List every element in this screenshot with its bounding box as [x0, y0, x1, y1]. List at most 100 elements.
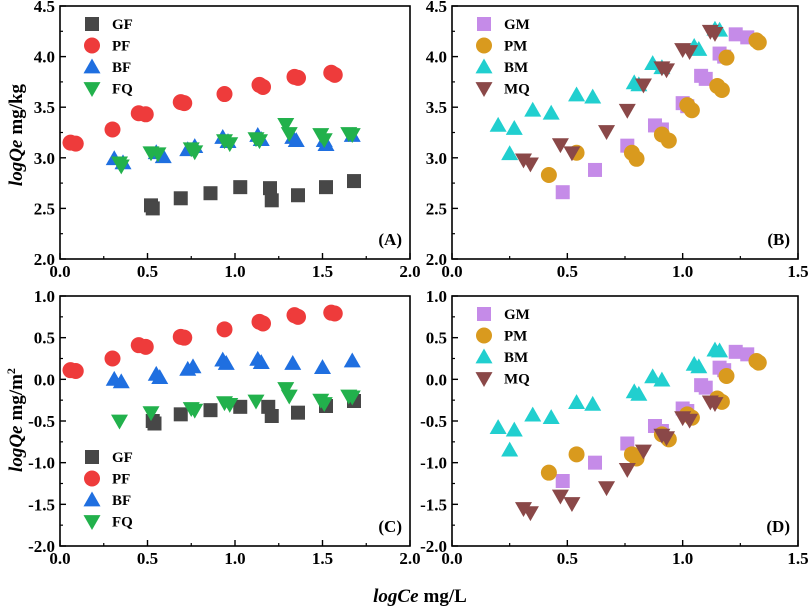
legend-marker-bf	[83, 58, 101, 74]
x-tick-label-2: 1.0	[224, 549, 245, 568]
y-axis-label-top: logQe mg/kg	[6, 83, 27, 186]
x-tick-label-2: 1.0	[672, 549, 693, 568]
legend-label-mq: MQ	[504, 82, 530, 98]
point-fq-13	[315, 133, 333, 149]
point-bm-1	[501, 441, 519, 457]
point-mq-5	[618, 462, 636, 478]
legend-marker-mq	[475, 372, 493, 387]
y-tick-label-2: 3.0	[426, 149, 447, 168]
point-fq-11	[280, 127, 298, 143]
y-tick-label-1: 2.5	[426, 199, 447, 218]
point-gf-6	[264, 409, 279, 423]
legend-marker-pf	[84, 37, 100, 54]
point-pm-1	[568, 446, 585, 463]
point-bm-8	[630, 385, 648, 401]
y-tick-label-5: 0.5	[426, 329, 447, 348]
x-tick-label-1: 0.5	[557, 262, 578, 281]
point-mq-1	[521, 157, 539, 173]
point-fq-3	[186, 403, 204, 419]
legend-label-pf: PF	[112, 472, 130, 488]
x-tick-label-2: 1.0	[672, 262, 693, 281]
point-gf-2	[173, 191, 188, 206]
x-tick-label-1: 0.5	[557, 549, 578, 568]
point-bm-9	[644, 368, 662, 384]
point-bm-10	[653, 371, 671, 387]
point-mq-12	[706, 397, 724, 412]
point-pf-4	[137, 106, 154, 123]
point-bf-5	[184, 358, 202, 374]
point-mq-3	[563, 146, 581, 162]
x-tick-label-3: 1.5	[787, 549, 808, 568]
panels-group: 0.0 0.5 1.0 1.5 2.0 2.0 2.5 3.0 3.5 4.0 4.5 (A) GF PF…	[28, 0, 809, 568]
point-pf-7	[216, 86, 233, 103]
y-label-bottom-unit: mg/m	[6, 374, 27, 421]
point-pf-1	[67, 135, 84, 152]
point-pf-13	[326, 305, 343, 322]
point-gm-11	[728, 27, 743, 42]
point-mq-8	[658, 63, 676, 79]
x-tick-label-2: 1.0	[224, 262, 245, 281]
point-gf-5	[263, 181, 277, 196]
legend-label-gm: GM	[504, 307, 530, 323]
point-fq-10	[315, 397, 333, 412]
y-tick-label-3: -0.5	[28, 412, 55, 431]
point-fq-12	[343, 390, 361, 406]
point-bm-3	[524, 101, 542, 117]
point-pm-12	[750, 354, 767, 371]
point-gf-7	[291, 188, 305, 203]
legend-label-fq: FQ	[112, 515, 133, 531]
y-label-bottom-prefix: logQe	[6, 425, 27, 472]
point-pm-9	[713, 81, 730, 98]
x-axis-label: logCe mg/L	[373, 586, 467, 607]
x-tick-label-1: 0.5	[137, 549, 158, 568]
y-tick-label-0: 2.0	[34, 250, 55, 269]
x-tick-label-0: 0.0	[49, 262, 70, 281]
legend-marker-gm	[477, 307, 491, 321]
point-mq-10	[681, 413, 699, 429]
point-gf-1	[145, 201, 160, 216]
point-gf-3	[203, 186, 218, 201]
y-tick-label-3: -0.5	[420, 412, 447, 431]
point-pm-0	[540, 464, 557, 481]
point-bm-4	[542, 409, 560, 425]
x-tick-label-0: 0.0	[441, 549, 462, 568]
panel-label-c: (C)	[378, 517, 402, 536]
point-bm-6	[584, 88, 602, 104]
y-tick-label-4: 0.0	[34, 370, 55, 389]
point-mq-2	[551, 489, 569, 505]
point-fq-1	[112, 159, 130, 175]
legend-marker-mq	[475, 82, 493, 97]
legend-marker-pf	[84, 470, 100, 487]
y-label-top-prefix: logQe	[6, 139, 27, 186]
legend-label-pm: PM	[504, 39, 527, 55]
legend-marker-bm	[475, 58, 493, 74]
legend-marker-gf	[85, 450, 99, 464]
point-fq-10	[277, 118, 295, 133]
point-mq-12	[706, 26, 724, 42]
panel-c: 0.0 0.5 1.0 1.5 2.0 -2.0 -1.5 -1.0 -0.5 0.0 0.5 1.0…	[28, 287, 421, 568]
point-bm-2	[505, 119, 523, 135]
legend-marker-pm	[476, 327, 492, 344]
point-mq-4	[598, 481, 616, 497]
point-bm-12	[690, 358, 708, 374]
legend-marker-fq	[83, 82, 101, 97]
point-pf-7	[216, 321, 233, 338]
point-pf-4	[137, 338, 154, 355]
panel-label-d: (D)	[766, 517, 790, 536]
point-fq-0	[111, 414, 128, 430]
point-bm-5	[568, 394, 586, 410]
point-fq-7	[221, 137, 239, 153]
point-mq-1	[521, 506, 539, 522]
legend-marker-gm	[477, 17, 491, 31]
point-gf-9	[347, 174, 361, 189]
point-pf-9	[255, 315, 271, 332]
legend-marker-bf	[83, 491, 101, 507]
y-tick-label-4: 4.0	[34, 48, 55, 67]
legend-marker-pm	[476, 37, 492, 54]
y-tick-label-6: 1.0	[34, 287, 55, 306]
point-mq-5	[618, 103, 636, 119]
point-fq-8	[280, 389, 298, 405]
y-tick-label-6: 1.0	[426, 287, 447, 306]
point-gf-4	[233, 399, 248, 414]
point-bm-4	[542, 104, 560, 120]
